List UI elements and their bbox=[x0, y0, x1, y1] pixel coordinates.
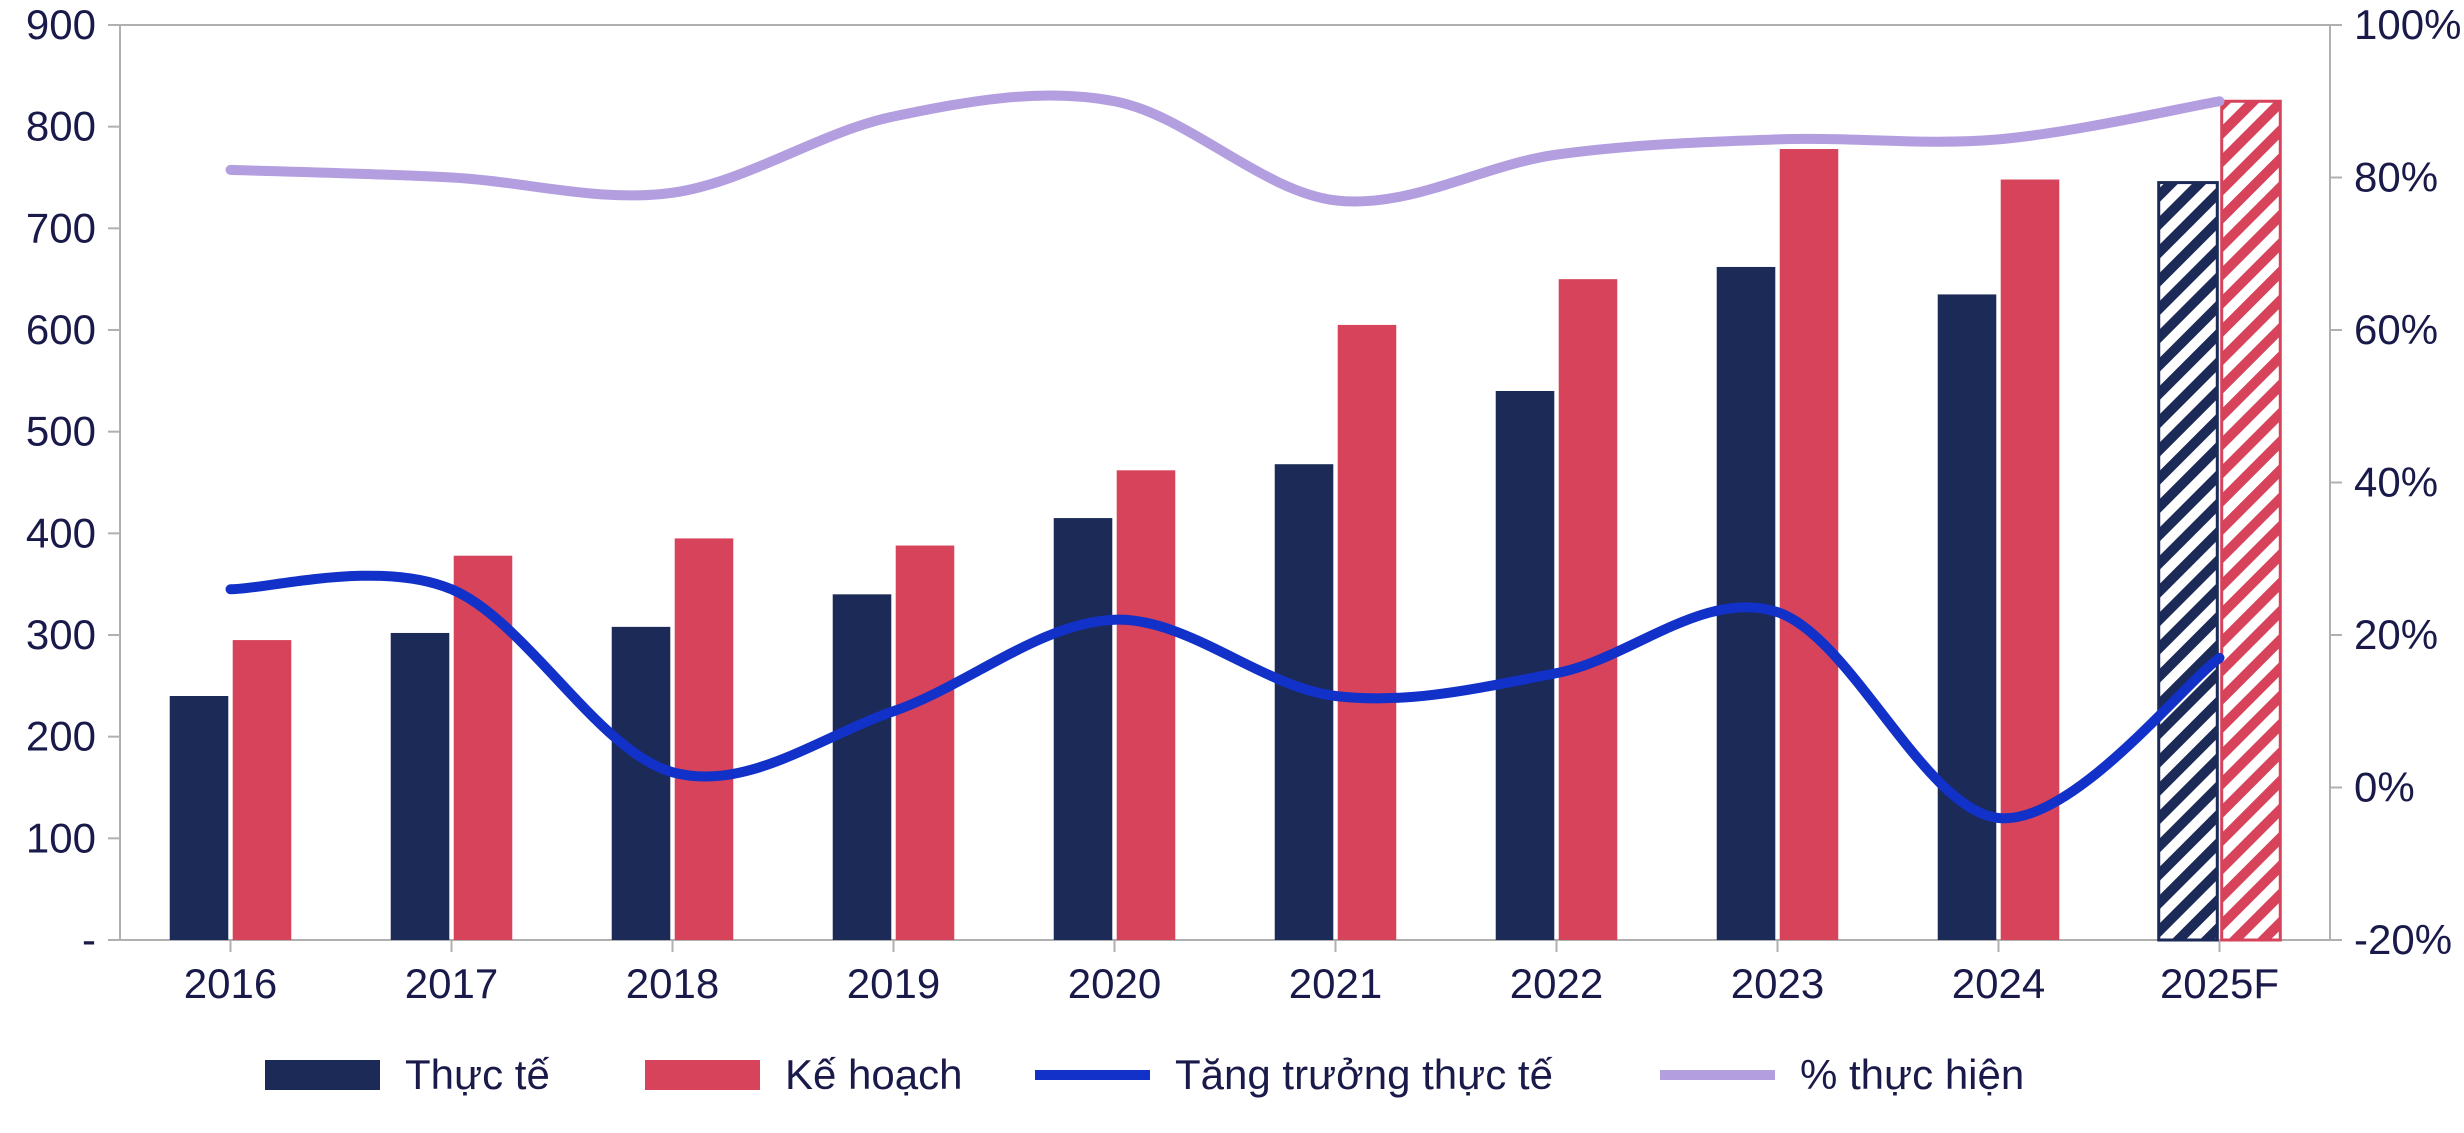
y-right-label: -20% bbox=[2354, 916, 2452, 963]
x-label: 2022 bbox=[1510, 960, 1603, 1007]
y-right-label: 0% bbox=[2354, 764, 2415, 811]
bar-ke_hoach bbox=[1559, 279, 1618, 940]
bar-thuc_te bbox=[1275, 464, 1334, 940]
y-right-label: 60% bbox=[2354, 306, 2438, 353]
bar-thuc_te bbox=[1054, 518, 1113, 940]
x-label: 2017 bbox=[405, 960, 498, 1007]
bar-thuc_te bbox=[612, 627, 671, 940]
bar-ke_hoach bbox=[2001, 180, 2060, 940]
x-label: 2025F bbox=[2160, 960, 2279, 1007]
x-label: 2024 bbox=[1952, 960, 2045, 1007]
legend-swatch-tang_truong bbox=[1035, 1070, 1150, 1080]
y-left-label: 500 bbox=[26, 408, 96, 455]
x-label: 2018 bbox=[626, 960, 719, 1007]
y-right-label: 100% bbox=[2354, 1, 2461, 48]
y-right-label: 80% bbox=[2354, 154, 2438, 201]
y-right-label: 20% bbox=[2354, 611, 2438, 658]
y-left-label: 700 bbox=[26, 204, 96, 251]
bar-ke_hoach bbox=[2222, 101, 2281, 940]
y-left-label: 800 bbox=[26, 103, 96, 150]
chart-svg: - 100 200 300 400 500 600 700 800 900 -20% 0% 20% 40%… bbox=[0, 0, 2464, 1133]
y-left-label: 100 bbox=[26, 814, 96, 861]
bar-ke_hoach bbox=[1780, 149, 1839, 940]
y-left-label: 600 bbox=[26, 306, 96, 353]
legend-label-ke_hoach: Kế hoạch bbox=[785, 1051, 962, 1098]
y-left-label: 300 bbox=[26, 611, 96, 658]
y-left-label: 200 bbox=[26, 713, 96, 760]
y-left-label: 400 bbox=[26, 509, 96, 556]
x-label: 2021 bbox=[1289, 960, 1382, 1007]
legend-swatch-pct_thuc_hien bbox=[1660, 1070, 1775, 1080]
bar-ke_hoach bbox=[675, 538, 734, 940]
bar-thuc_te bbox=[391, 633, 450, 940]
bar-ke_hoach bbox=[896, 546, 955, 940]
bar-thuc_te bbox=[1496, 391, 1555, 940]
bar-ke_hoach bbox=[233, 640, 292, 940]
legend-label-pct_thuc_hien: % thực hiện bbox=[1800, 1051, 2024, 1098]
legend-label-tang_truong: Tăng trưởng thực tế bbox=[1175, 1051, 1553, 1098]
x-label: 2019 bbox=[847, 960, 940, 1007]
x-label: 2023 bbox=[1731, 960, 1824, 1007]
bar-thuc_te bbox=[1938, 294, 1997, 940]
bar-thuc_te bbox=[2159, 183, 2218, 940]
bar-thuc_te bbox=[170, 696, 229, 940]
y-right-label: 40% bbox=[2354, 459, 2438, 506]
y-left-label: - bbox=[82, 916, 96, 963]
bar-ke_hoach bbox=[1338, 325, 1397, 940]
bar-thuc_te bbox=[833, 594, 892, 940]
bar-ke_hoach bbox=[1117, 470, 1176, 940]
chart-container: - 100 200 300 400 500 600 700 800 900 -20% 0% 20% 40%… bbox=[0, 0, 2464, 1133]
legend-label-thuc_te: Thực tế bbox=[405, 1051, 550, 1098]
y-left-label: 900 bbox=[26, 1, 96, 48]
x-label: 2016 bbox=[184, 960, 277, 1007]
legend-swatch-ke_hoach bbox=[645, 1060, 760, 1090]
legend-swatch-thuc_te bbox=[265, 1060, 380, 1090]
x-label: 2020 bbox=[1068, 960, 1161, 1007]
